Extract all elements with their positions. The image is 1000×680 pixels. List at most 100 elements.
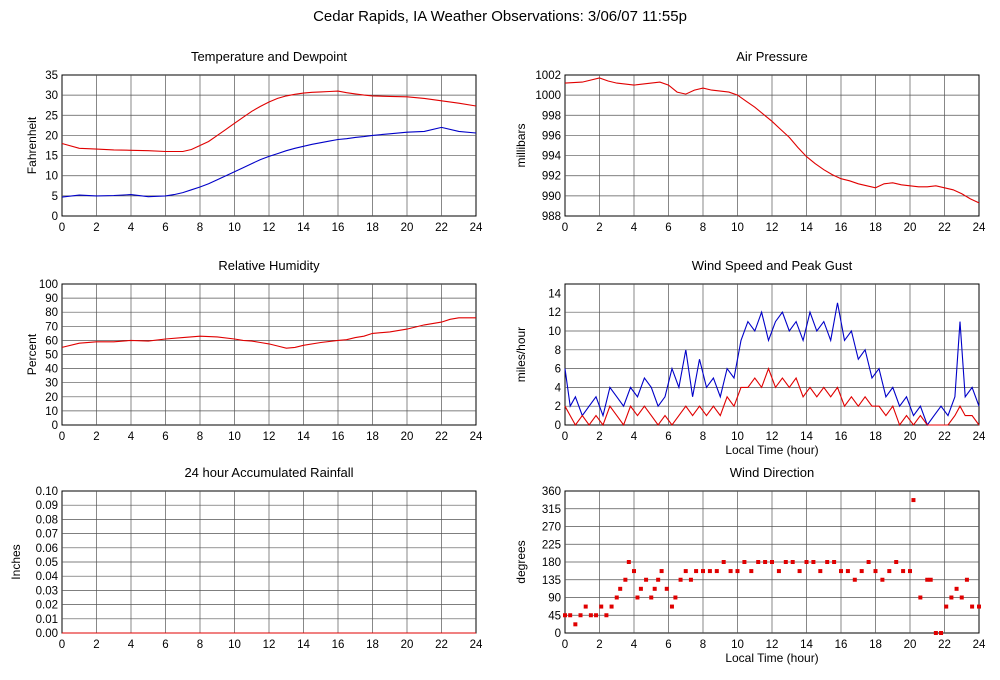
data-point	[763, 560, 768, 564]
data-point	[852, 577, 857, 582]
data-point	[618, 586, 623, 591]
x-tick-label: 4	[128, 222, 135, 234]
series-line-blue	[61, 126, 477, 198]
y-axis-label: Inches	[9, 544, 23, 579]
data-point	[944, 604, 949, 609]
data-point	[964, 577, 969, 582]
x-tick-label: 16	[835, 639, 848, 651]
x-tick-label: 2	[93, 639, 99, 651]
x-tick-label: 20	[401, 639, 414, 651]
x-axis-label: Local Time (hour)	[725, 443, 818, 457]
x-tick-label: 24	[470, 639, 483, 651]
data-point	[728, 569, 733, 574]
x-tick-label: 2	[596, 222, 602, 234]
x-tick-label: 12	[766, 639, 779, 651]
x-tick-label: 2	[596, 639, 602, 651]
data-point	[742, 560, 747, 564]
x-tick-label: 18	[869, 431, 882, 443]
data-point	[970, 604, 975, 609]
data-point	[656, 577, 661, 582]
x-tick-label: 6	[665, 431, 671, 443]
x-tick-label: 0	[59, 431, 65, 443]
x-tick-label: 4	[631, 431, 638, 443]
y-axis-label: degrees	[514, 540, 528, 583]
data-point	[749, 569, 754, 574]
data-point	[776, 569, 781, 574]
y-axis-label: Percent	[25, 333, 39, 375]
x-tick-label: 22	[435, 639, 448, 651]
data-point	[638, 586, 643, 591]
data-point	[959, 595, 964, 600]
x-tick-label: 0	[562, 639, 568, 651]
data-point	[683, 569, 688, 574]
data-point	[644, 577, 649, 582]
x-tick-label: 6	[665, 639, 671, 651]
chart-temp: 0 2 4 6 8 10 12 14 16 18 20 22 2405101520253035Tempe…	[25, 49, 483, 234]
y-tick-label: 80	[45, 307, 58, 319]
data-point	[911, 498, 916, 503]
data-point	[635, 595, 640, 600]
x-tick-label: 22	[435, 431, 448, 443]
chart-title: Wind Speed and Peak Gust	[692, 258, 853, 273]
y-tick-label: 25	[45, 110, 58, 122]
y-tick-label: 1002	[535, 70, 561, 82]
x-tick-label: 20	[401, 431, 414, 443]
y-tick-label: 45	[548, 610, 561, 622]
y-tick-label: 70	[45, 321, 58, 333]
y-tick-label: 8	[555, 345, 561, 357]
data-point	[688, 577, 693, 582]
y-tick-label: 0.09	[36, 500, 58, 512]
y-tick-label: 225	[542, 539, 561, 551]
x-tick-label: 18	[869, 222, 882, 234]
y-tick-label: 40	[45, 364, 58, 376]
data-point	[604, 613, 609, 618]
y-axis-label: miles/hour	[514, 327, 528, 382]
data-point	[563, 613, 567, 618]
x-tick-label: 10	[228, 431, 241, 443]
x-tick-label: 4	[631, 639, 638, 651]
data-point	[811, 560, 816, 564]
data-point	[873, 569, 878, 574]
data-point	[626, 560, 631, 564]
x-tick-label: 22	[938, 222, 951, 234]
x-tick-label: 4	[128, 431, 135, 443]
x-tick-label: 22	[435, 222, 448, 234]
x-tick-label: 0	[562, 431, 568, 443]
x-tick-label: 16	[332, 639, 345, 651]
x-tick-label: 2	[93, 431, 99, 443]
y-tick-label: 315	[542, 504, 561, 516]
chart-title: Relative Humidity	[218, 258, 320, 273]
y-tick-label: 135	[542, 575, 561, 587]
y-tick-label: 360	[542, 486, 561, 498]
x-tick-label: 8	[197, 639, 203, 651]
y-tick-label: 15	[45, 151, 58, 163]
data-point	[756, 560, 761, 564]
x-tick-label: 24	[973, 639, 986, 651]
data-point	[925, 577, 930, 582]
x-tick-label: 16	[835, 431, 848, 443]
data-point	[588, 613, 593, 618]
y-tick-label: 30	[45, 90, 58, 102]
x-tick-label: 10	[228, 639, 241, 651]
y-tick-label: 60	[45, 335, 58, 347]
y-tick-label: 0.05	[36, 557, 58, 569]
data-point	[701, 569, 705, 574]
y-tick-label: 0.10	[36, 486, 58, 498]
data-point	[673, 595, 678, 600]
data-point	[694, 569, 699, 574]
chart-humidity: 0 2 4 6 8 10 12 14 16 18 20 22 240102030405060708090…	[25, 258, 483, 443]
data-point	[790, 560, 795, 564]
data-point	[714, 569, 719, 574]
data-point	[901, 569, 906, 574]
x-tick-label: 8	[700, 222, 706, 234]
x-tick-label: 16	[835, 222, 848, 234]
y-tick-label: 12	[548, 307, 561, 319]
x-tick-label: 4	[128, 639, 135, 651]
data-point	[832, 560, 837, 564]
data-point	[949, 595, 954, 600]
data-point	[583, 604, 588, 609]
x-tick-label: 20	[904, 431, 917, 443]
y-tick-label: 0.02	[36, 600, 58, 612]
x-tick-label: 24	[470, 431, 483, 443]
